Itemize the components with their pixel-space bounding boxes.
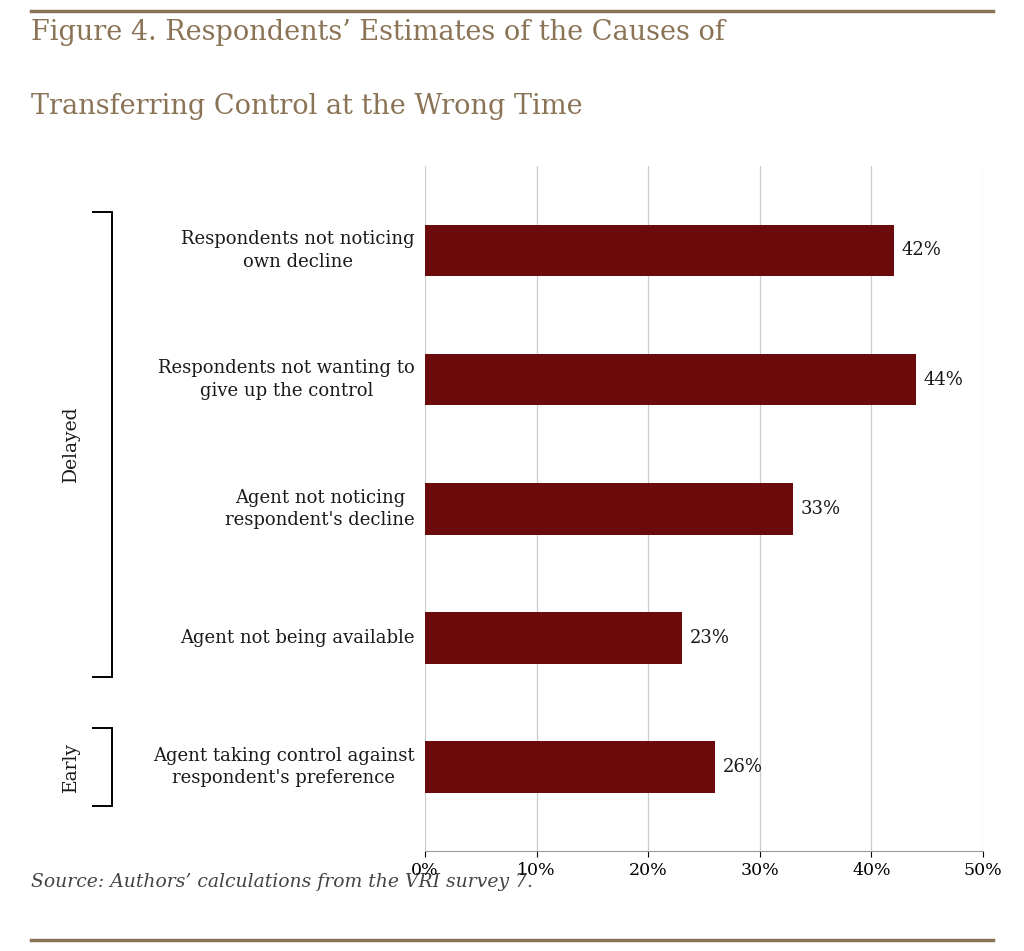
Text: Early: Early: [62, 742, 81, 792]
Text: Agent not being available: Agent not being available: [180, 629, 415, 647]
Text: 42%: 42%: [901, 242, 941, 260]
Text: 44%: 44%: [924, 371, 964, 389]
Text: Agent not noticing
respondent's decline: Agent not noticing respondent's decline: [225, 489, 415, 529]
Text: 33%: 33%: [801, 500, 842, 517]
Text: Source: Authors’ calculations from the VRI survey 7.: Source: Authors’ calculations from the V…: [31, 873, 532, 891]
Text: 23%: 23%: [689, 629, 729, 647]
Text: Transferring Control at the Wrong Time: Transferring Control at the Wrong Time: [31, 93, 583, 121]
Text: Respondents not wanting to
give up the control: Respondents not wanting to give up the c…: [158, 359, 415, 399]
Bar: [425, 742, 715, 793]
Bar: [425, 224, 894, 276]
Bar: [425, 483, 794, 534]
Text: Delayed: Delayed: [62, 406, 81, 482]
Bar: [425, 612, 682, 664]
Text: 26%: 26%: [723, 758, 763, 776]
Text: Agent taking control against
respondent's preference: Agent taking control against respondent'…: [154, 747, 415, 787]
Text: Figure 4. Respondents’ Estimates of the Causes of: Figure 4. Respondents’ Estimates of the …: [31, 19, 725, 46]
Text: Respondents not noticing
own decline: Respondents not noticing own decline: [181, 230, 415, 270]
Bar: [425, 354, 916, 405]
